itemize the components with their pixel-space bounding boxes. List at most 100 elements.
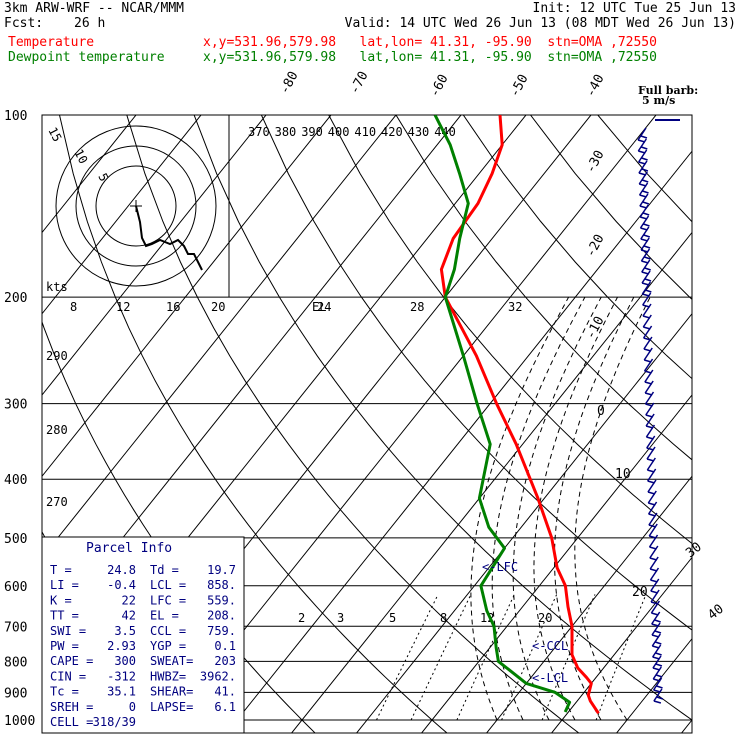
pressure-label: 900 <box>4 686 27 701</box>
diagram-background <box>42 115 692 733</box>
mixing-ratio-line <box>410 594 472 721</box>
parcel-row-value: 24.8 <box>107 563 136 577</box>
hodo-speed-label: 32 <box>508 300 522 314</box>
hodograph-trace <box>135 205 203 271</box>
moist-adiabat-line <box>553 296 635 721</box>
isotherm-label: 0 <box>597 404 605 419</box>
theta-label: 390 <box>301 125 323 139</box>
mixing-ratio-line <box>456 594 515 721</box>
lcl-label: <-LCL <box>532 671 568 685</box>
mixing-ratio-label: 20 <box>538 611 552 625</box>
isotherm-line <box>486 475 692 733</box>
mixing-ratio-label: 8 <box>440 611 447 625</box>
isotherm-line <box>291 231 692 733</box>
dry-adiabat-line <box>59 115 448 733</box>
isotherm-line <box>356 312 692 733</box>
parcel-row-label: Tc = <box>50 685 79 699</box>
parcel-info-title: Parcel Info <box>86 541 172 556</box>
dry-adiabat-line <box>462 115 692 380</box>
parcel-row-label: SREH = <box>50 700 93 714</box>
parcel-row-label: Td = <box>150 563 179 577</box>
hodo-speed-label: 16 <box>166 300 180 314</box>
parcel-row-value: 559. <box>207 593 236 607</box>
hodo-speed-label: 24 <box>317 300 331 314</box>
parcel-row-value: 318/39 <box>93 715 136 729</box>
isotherm-label: -80 <box>277 69 301 97</box>
mixing-ratio-line <box>376 594 439 721</box>
isotherm-line <box>616 637 692 733</box>
pressure-label: 100 <box>4 109 27 124</box>
isotherm-line <box>226 150 692 733</box>
parcel-row-value: -312 <box>107 669 136 683</box>
isotherm-line <box>42 115 332 478</box>
temperature-legend: Temperature <box>8 35 95 50</box>
theta-label: 430 <box>408 125 430 139</box>
forecast-hour: 26 h <box>74 16 106 31</box>
isotherm-label: -50 <box>507 72 531 100</box>
pressure-label: 700 <box>4 620 27 635</box>
parcel-row-label: SHEAR= <box>150 685 193 699</box>
hodo-speed-label: 12 <box>116 300 130 314</box>
dry-adiabat-line <box>328 115 692 545</box>
forecast-label: Fcst: <box>4 16 44 31</box>
hodo-ring-label-15: 15 <box>45 125 64 144</box>
mixing-ratio-label: 5 <box>389 611 396 625</box>
parcel-row-label: SWEAT= <box>150 654 193 668</box>
moist-adiabat-line <box>512 296 602 721</box>
dry-adiabat-line <box>395 115 692 461</box>
isotherm-label: -70 <box>347 69 371 97</box>
pressure-label: 400 <box>4 473 27 488</box>
level-markers: EL <-LFC <-CCL <-LCL <box>312 300 568 685</box>
parcel-row-value: 42 <box>122 609 136 623</box>
theta-label: 370 <box>248 125 270 139</box>
theta-label: 420 <box>381 125 403 139</box>
parcel-row-label: HWBZ= <box>150 669 186 683</box>
pressure-label: 600 <box>4 580 27 595</box>
mixing-ratio-label: 3 <box>337 611 344 625</box>
hodo-ring-label-10: 10 <box>71 147 90 166</box>
parcel-row-label: EL = <box>150 609 179 623</box>
parcel-row-value: 3962. <box>200 669 236 683</box>
isotherm-label: -10 <box>583 314 607 342</box>
parcel-row-value: 0.1 <box>214 639 236 653</box>
wind-barbs <box>637 119 680 704</box>
init-time: Init: 12 UTC Tue 25 Jun 13 <box>532 1 737 16</box>
parcel-info-panel: Parcel Info T = 24.8 Td = 19.7 LI = -0.4 LCL =… <box>41 536 245 734</box>
dewpoint-station-info: x,y=531.96,579.98 lat,lon= 41.31, -95.90… <box>203 50 657 65</box>
pressure-label: 500 <box>4 532 27 547</box>
isotherm-label: -20 <box>583 232 607 260</box>
dry-adiabat-line <box>126 115 579 733</box>
pressure-label: 800 <box>4 655 27 670</box>
parcel-row-value: -0.4 <box>107 578 136 592</box>
hodo-ring-label-5: 5 <box>95 171 111 184</box>
parcel-row-label: TT = <box>50 609 79 623</box>
parcel-row-value: 208. <box>207 609 236 623</box>
el-label: EL <box>312 300 326 314</box>
parcel-row-value: 22 <box>122 593 136 607</box>
parcel-row-value: 19.7 <box>207 563 236 577</box>
parcel-row-value: 759. <box>207 624 236 638</box>
parcel-row-label: K = <box>50 593 72 607</box>
parcel-row-label: SWI = <box>50 624 86 638</box>
isotherm-line <box>421 394 692 733</box>
isotherm-label: 30 <box>683 540 705 561</box>
hodo-speed-label: 20 <box>211 300 225 314</box>
isotherm-label: 20 <box>632 585 648 600</box>
parcel-row-value: 35.1 <box>107 685 136 699</box>
isotherm-line <box>42 115 397 559</box>
dry-adiabat-label: 270 <box>46 495 68 509</box>
isotherm-line <box>42 115 137 234</box>
parcel-row-label: LI = <box>50 578 79 592</box>
parcel-row-value: 0 <box>129 700 136 714</box>
parcel-row-label: CELL = <box>50 715 93 729</box>
theta-label: 380 <box>275 125 297 139</box>
parcel-row-label: CCL = <box>150 624 186 638</box>
valid-time: Valid: 14 UTC Wed 26 Jun 13 (08 MDT Wed … <box>344 16 736 31</box>
hodograph: 15 10 5 kts <box>45 125 217 294</box>
isotherm-line <box>161 115 657 733</box>
temperature-station-info: x,y=531.96,579.98 lat,lon= 41.31, -95.90… <box>203 35 657 50</box>
parcel-row-value: 41. <box>214 685 236 699</box>
theta-label: 410 <box>354 125 376 139</box>
barb-legend-value: 5 m/s <box>642 94 675 107</box>
